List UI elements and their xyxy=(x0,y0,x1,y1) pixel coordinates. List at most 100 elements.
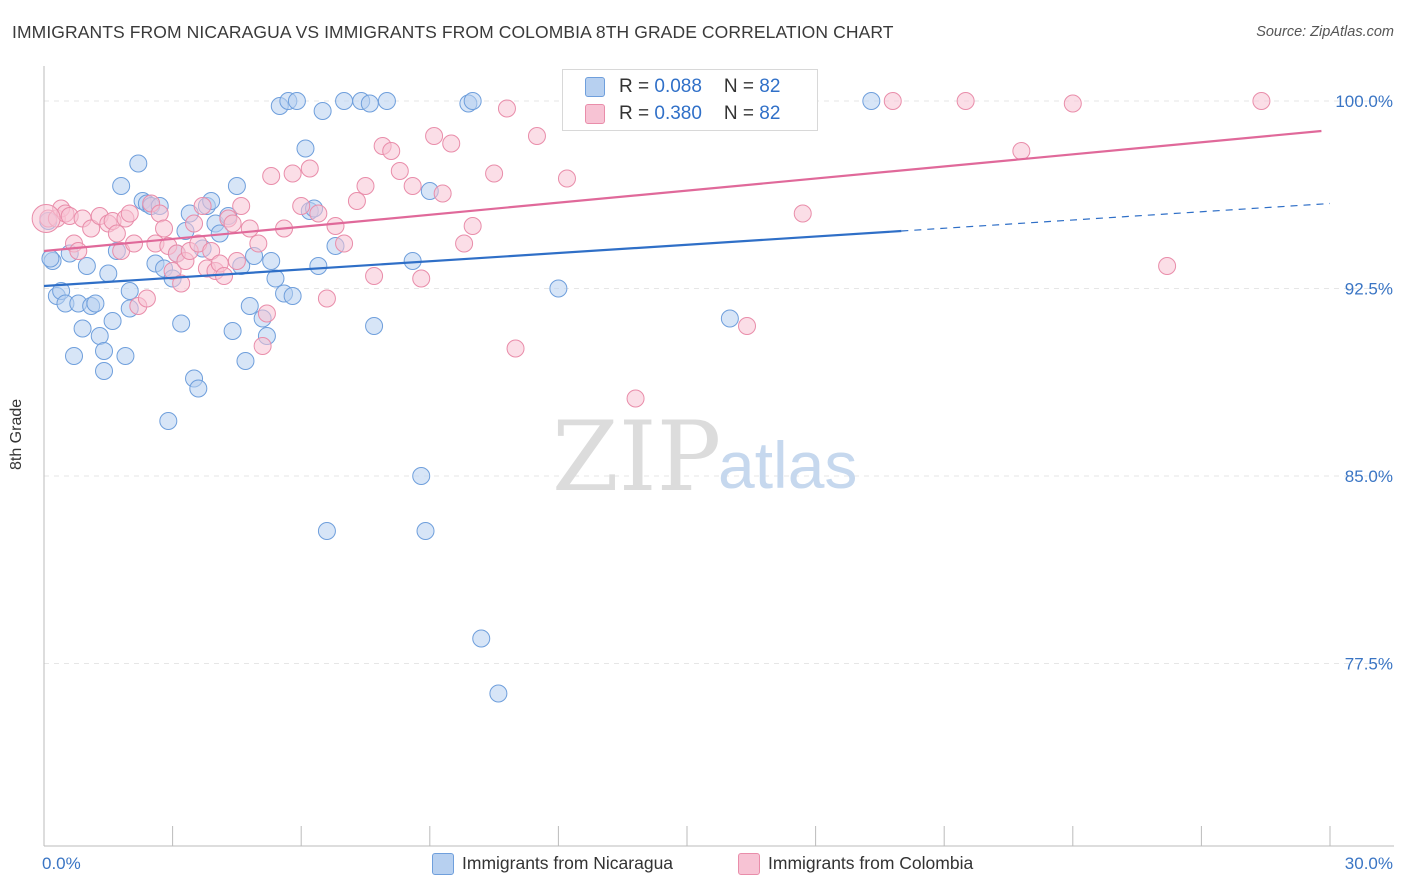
legend-n-label: N = xyxy=(723,76,760,97)
data-point xyxy=(86,294,105,313)
colombia-legend-swatch xyxy=(738,853,760,875)
colombia-legend-label: Immigrants from Colombia xyxy=(768,853,974,873)
data-point xyxy=(112,177,131,195)
data-point xyxy=(31,204,61,233)
data-point xyxy=(41,249,60,268)
nicaragua-trend-line xyxy=(43,229,902,288)
data-point xyxy=(300,159,319,178)
data-point xyxy=(1158,257,1177,275)
data-point xyxy=(82,219,101,238)
data-point xyxy=(626,389,645,408)
data-point xyxy=(77,257,96,275)
data-point xyxy=(262,167,281,185)
y-tick-label: 92.5% xyxy=(1345,280,1393,299)
legend-n-value: 82 xyxy=(759,76,781,97)
data-point xyxy=(506,339,525,358)
data-point xyxy=(425,127,444,145)
data-point xyxy=(335,92,354,110)
data-point xyxy=(95,342,114,360)
data-point xyxy=(485,164,504,183)
data-point xyxy=(193,197,212,215)
series-colombia-points xyxy=(31,92,1271,408)
data-point xyxy=(412,467,431,485)
data-point xyxy=(159,412,178,430)
x-tick-label: 30.0% xyxy=(1345,854,1393,873)
legend-r-value: 0.088 xyxy=(654,76,702,97)
data-point xyxy=(317,289,336,308)
data-point xyxy=(455,234,474,253)
data-point xyxy=(738,317,757,335)
data-point xyxy=(262,252,281,270)
data-point xyxy=(463,92,482,110)
colombia-swatch xyxy=(585,104,605,124)
data-point xyxy=(463,217,482,235)
data-point xyxy=(557,169,576,188)
data-point xyxy=(793,204,812,223)
data-point xyxy=(129,154,148,173)
data-point xyxy=(720,309,739,328)
data-point xyxy=(549,279,568,298)
data-point xyxy=(189,379,208,398)
data-point xyxy=(227,177,246,195)
trend-lines xyxy=(43,129,1331,288)
data-point xyxy=(215,267,234,285)
nicaragua-legend-swatch xyxy=(432,853,454,875)
data-point xyxy=(69,242,88,260)
data-point xyxy=(232,197,251,215)
nicaragua-trend-extension xyxy=(901,202,1331,232)
data-point xyxy=(433,184,452,203)
data-point xyxy=(73,319,92,338)
data-point xyxy=(150,204,169,223)
data-point xyxy=(489,684,508,703)
data-point xyxy=(155,219,174,238)
legend-r-label: R = xyxy=(619,103,655,124)
axes xyxy=(43,66,1394,847)
data-point xyxy=(382,142,401,160)
legend-n-value: 82 xyxy=(759,103,781,124)
y-tick-label: 100.0% xyxy=(1335,92,1393,111)
data-point xyxy=(163,262,182,280)
colombia-trend-line xyxy=(43,129,1322,253)
data-point xyxy=(287,92,306,110)
data-point xyxy=(240,219,259,238)
data-point xyxy=(365,317,384,335)
data-point xyxy=(65,347,84,365)
data-point xyxy=(442,134,461,153)
data-point xyxy=(249,234,268,253)
data-point xyxy=(335,234,354,253)
data-point xyxy=(103,312,122,330)
data-point xyxy=(883,92,902,110)
data-point xyxy=(472,629,491,648)
legend-r-value: 0.380 xyxy=(654,103,702,124)
nicaragua-swatch xyxy=(585,77,605,97)
data-point xyxy=(116,347,135,365)
data-point xyxy=(120,204,139,223)
data-point xyxy=(95,362,114,380)
data-point xyxy=(257,304,276,323)
data-point xyxy=(107,224,126,243)
legend-n-label: N = xyxy=(723,103,760,124)
data-point xyxy=(527,127,546,145)
data-point xyxy=(236,352,255,370)
data-point xyxy=(309,257,328,275)
data-point xyxy=(360,94,379,113)
data-point xyxy=(416,522,435,540)
data-point xyxy=(377,92,396,110)
data-point xyxy=(412,269,431,288)
data-point xyxy=(223,322,242,340)
data-point xyxy=(1063,94,1082,113)
data-point xyxy=(253,337,272,355)
legend-r-label: R = xyxy=(619,76,655,97)
data-point xyxy=(185,214,204,233)
watermark-atlas: atlas xyxy=(718,428,857,502)
data-point xyxy=(90,327,109,345)
y-tick-label: 85.0% xyxy=(1345,467,1393,486)
data-point xyxy=(202,242,221,260)
data-point xyxy=(283,287,302,305)
stats-legend: R = 0.088 N = 82 R = 0.380 N = 82 xyxy=(562,69,818,131)
chart-title: IMMIGRANTS FROM NICARAGUA VS IMMIGRANTS … xyxy=(12,22,894,42)
data-point xyxy=(356,177,375,195)
data-point xyxy=(137,289,156,308)
data-point xyxy=(227,252,246,270)
data-point xyxy=(99,264,118,283)
